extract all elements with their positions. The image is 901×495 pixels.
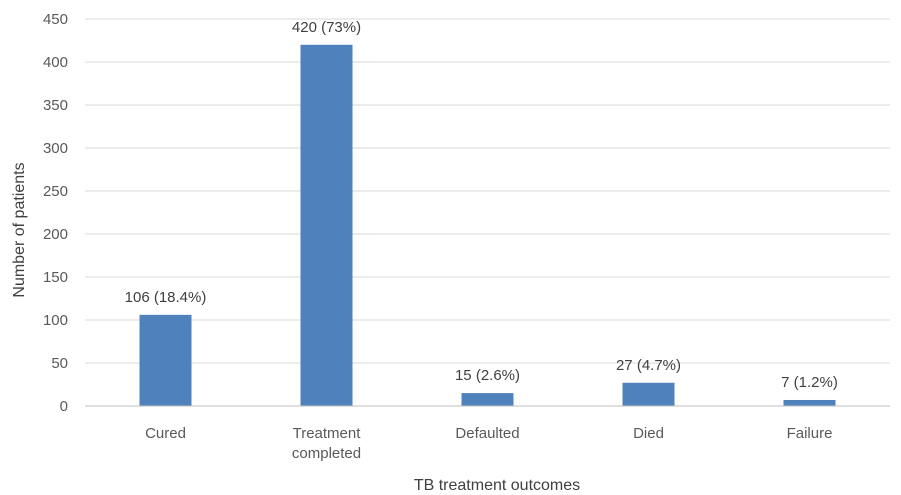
x-tick-label-line: Treatment — [293, 425, 362, 442]
x-tick-label-line: completed — [292, 445, 361, 462]
y-tick-label: 400 — [43, 54, 68, 71]
x-axis-label: TB treatment outcomes — [414, 477, 580, 494]
x-tick-label: Failure — [787, 425, 833, 442]
bar — [622, 382, 675, 406]
bar — [300, 44, 353, 407]
x-tick-label: Defaulted — [455, 425, 519, 442]
y-tick-label: 200 — [43, 226, 68, 243]
y-tick-label: 0 — [60, 398, 68, 415]
bar — [783, 399, 836, 406]
y-tick-label: 50 — [51, 355, 68, 372]
x-axis-ticks: Cured Treatment completed Defaulted Died Fail… — [145, 425, 832, 462]
y-tick-label: 150 — [43, 269, 68, 286]
data-label: 106 (18.4%) — [125, 289, 207, 306]
gridlines — [85, 18, 890, 364]
y-tick-label: 300 — [43, 140, 68, 157]
x-tick-label-line: Cured — [145, 425, 186, 442]
x-tick-label: Died — [633, 425, 664, 442]
x-tick-label: Treatment completed — [292, 425, 361, 462]
x-tick-label: Cured — [145, 425, 186, 442]
x-tick-label-line: Defaulted — [455, 425, 519, 442]
bar — [139, 314, 192, 406]
y-tick-label: 350 — [43, 97, 68, 114]
x-tick-label-line: Failure — [787, 425, 833, 442]
y-tick-label: 250 — [43, 183, 68, 200]
bar — [461, 393, 514, 406]
x-tick-label-line: Died — [633, 425, 664, 442]
data-label: 7 (1.2%) — [781, 374, 838, 391]
data-label: 27 (4.7%) — [616, 357, 681, 374]
y-axis-ticks: 0 50 100 150 200 250 300 350 400 450 — [43, 11, 68, 415]
bars — [139, 44, 836, 407]
data-label: 15 (2.6%) — [455, 367, 520, 384]
data-labels: 106 (18.4%) 420 (73%) 15 (2.6%) 27 (4.7%) 7 … — [125, 19, 838, 391]
y-tick-label: 450 — [43, 11, 68, 28]
y-tick-label: 100 — [43, 312, 68, 329]
y-axis-label: Number of patients — [11, 162, 28, 297]
data-label: 420 (73%) — [292, 19, 361, 36]
